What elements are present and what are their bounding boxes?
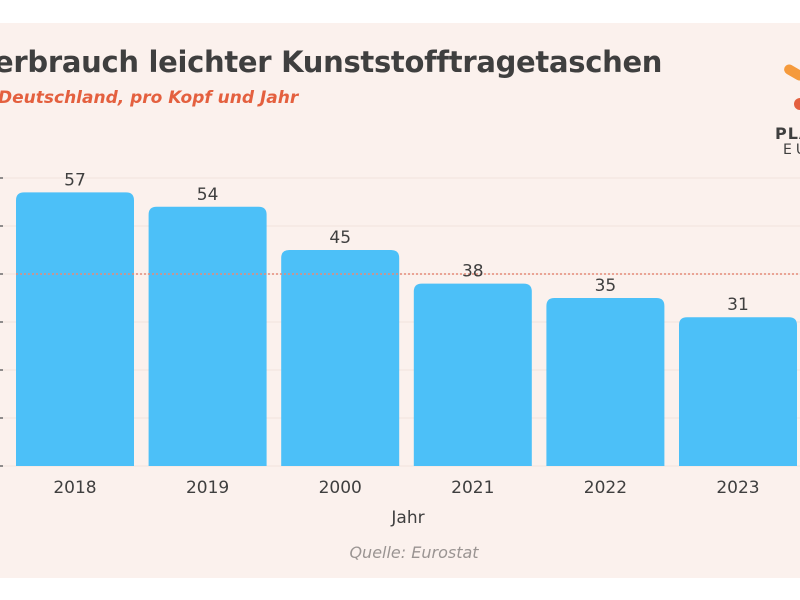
logo-orange-stroke xyxy=(784,64,800,81)
data-label: 31 xyxy=(727,295,749,315)
x-tick-label: 2000 xyxy=(319,478,362,498)
source-note: Quelle: Eurostat xyxy=(349,543,479,562)
data-label: 54 xyxy=(197,185,219,205)
bar-2018 xyxy=(16,192,134,466)
logo-subtext: EU xyxy=(783,142,800,158)
data-labels: 57 54 45 38 35 31 xyxy=(64,170,749,315)
x-tick-label: 2021 xyxy=(451,478,494,498)
x-axis-title: Jahr xyxy=(391,508,425,528)
chart-subtitle: Deutschland, pro Kopf und Jahr xyxy=(0,88,299,108)
x-tick-label: 2023 xyxy=(716,478,759,498)
data-label: 35 xyxy=(595,276,617,296)
bar-2022 xyxy=(546,298,665,466)
x-tick-label: 2019 xyxy=(186,478,229,498)
logo-red-dot xyxy=(794,98,800,110)
bars xyxy=(16,192,797,467)
logo-icon xyxy=(784,64,800,110)
chart-title: erbrauch leichter Kunststofftragetaschen xyxy=(0,45,663,79)
bar-2023 xyxy=(679,317,797,466)
data-label: 45 xyxy=(329,228,351,248)
x-tick-label: 2022 xyxy=(584,478,627,498)
data-label: 57 xyxy=(64,170,86,190)
x-tick-labels: 2018 2019 2000 2021 2022 2023 xyxy=(53,478,759,498)
logo-text: PLA xyxy=(775,124,800,143)
bar-2000 xyxy=(281,250,400,466)
x-tick-label: 2018 xyxy=(53,478,96,498)
data-label: 38 xyxy=(462,262,484,282)
bar-2021 xyxy=(413,283,532,466)
y-axis-ticks xyxy=(0,177,3,467)
bar-2019 xyxy=(148,206,267,467)
